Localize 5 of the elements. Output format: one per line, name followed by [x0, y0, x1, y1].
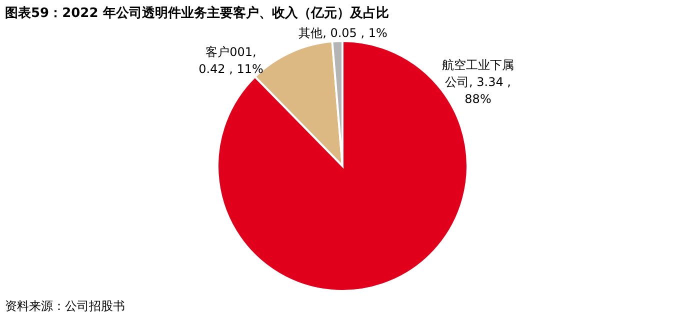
- chart-title: 图表59：2022 年公司透明件业务主要客户、收入（亿元）及占比: [5, 5, 389, 21]
- text: 资料来源：公司招股书: [5, 299, 125, 313]
- slice-label: 航空工业下属公司, 3.34 , 88%: [442, 58, 514, 106]
- slice-label: 其他, 0.05 , 1%: [298, 26, 388, 40]
- slice-label: 客户001, 0.42 , 11%: [198, 45, 264, 76]
